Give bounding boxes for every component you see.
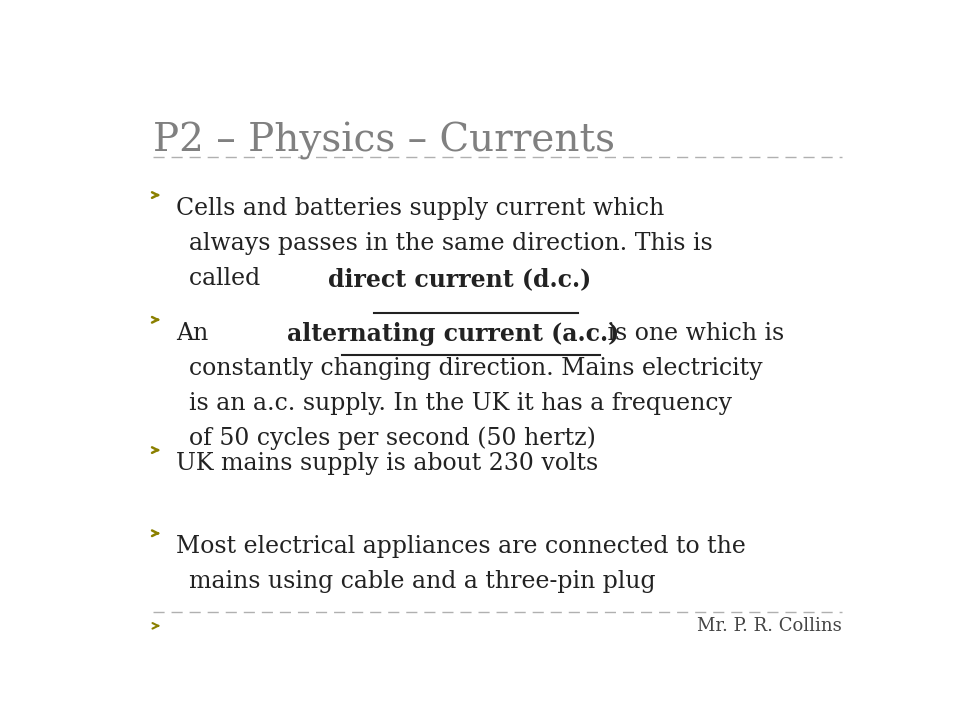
Text: always passes in the same direction. This is: always passes in the same direction. Thi… — [189, 233, 713, 255]
Text: Cells and batteries supply current which: Cells and batteries supply current which — [176, 197, 664, 220]
Text: An: An — [176, 322, 216, 345]
Text: P2 – Physics – Currents: P2 – Physics – Currents — [154, 122, 615, 161]
Text: mains using cable and a three-pin plug: mains using cable and a three-pin plug — [189, 570, 656, 593]
Text: direct current (d.c.): direct current (d.c.) — [327, 267, 591, 291]
Text: of 50 cycles per second (50 hertz): of 50 cycles per second (50 hertz) — [189, 427, 596, 450]
Text: is an a.c. supply. In the UK it has a frequency: is an a.c. supply. In the UK it has a fr… — [189, 392, 732, 415]
Text: UK mains supply is about 230 volts: UK mains supply is about 230 volts — [176, 452, 598, 475]
Text: is one which is: is one which is — [600, 322, 784, 345]
Text: constantly changing direction. Mains electricity: constantly changing direction. Mains ele… — [189, 357, 763, 380]
Text: called: called — [189, 267, 268, 290]
Text: alternating current (a.c.): alternating current (a.c.) — [287, 322, 619, 346]
Text: Mr. P. R. Collins: Mr. P. R. Collins — [697, 617, 842, 635]
Text: Most electrical appliances are connected to the: Most electrical appliances are connected… — [176, 536, 746, 559]
